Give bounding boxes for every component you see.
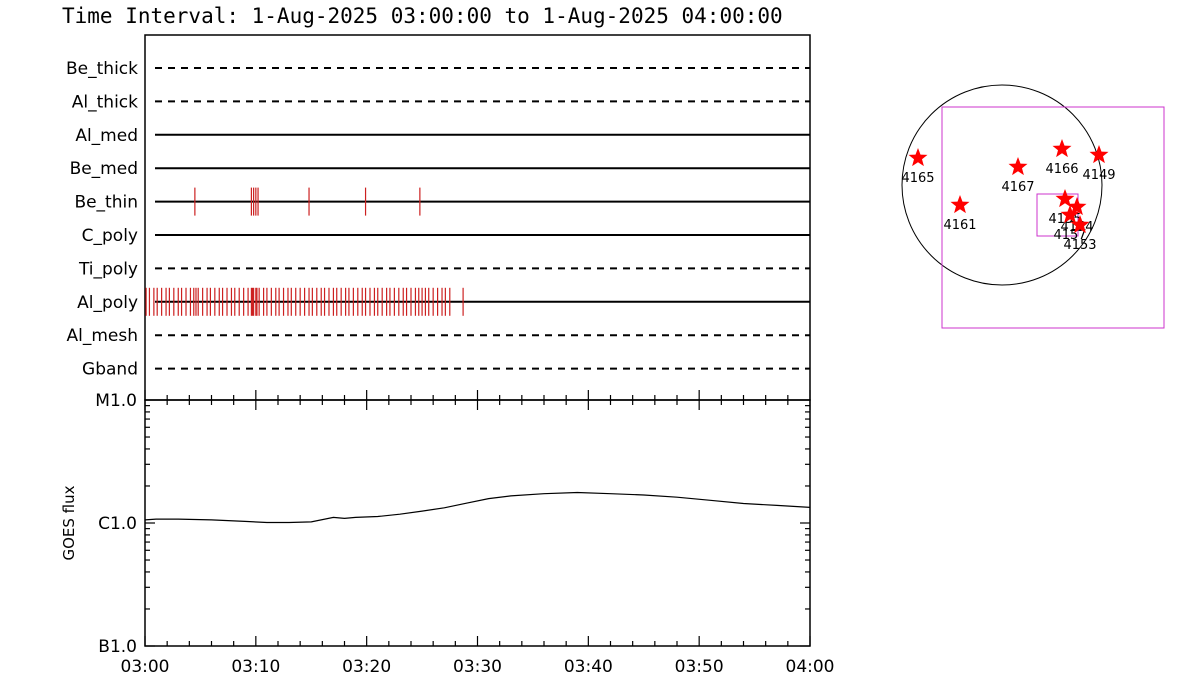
- timeline-row-label: Al_med: [75, 126, 138, 146]
- timeline-row-be-med: Be_med: [70, 159, 810, 179]
- star-icon: [1008, 157, 1028, 176]
- active-region-4161: 4161: [943, 195, 977, 233]
- timeline-row-label: Ti_poly: [78, 259, 138, 279]
- x-tick-label: 03:50: [675, 657, 724, 677]
- timeline-row-label: C_poly: [82, 226, 138, 246]
- star-icon: [1055, 189, 1075, 208]
- timeline-row-label: Gband: [82, 360, 138, 380]
- goes-flux-panel: 03:00 03:10 03:20 03:30 03:40 03:50 04:00 M1.0 C…: [60, 390, 835, 677]
- solar-limb: [901, 84, 1103, 286]
- active-region-4149: 4149: [1082, 145, 1116, 183]
- active-region-label: 4149: [1082, 168, 1115, 183]
- active-region-4167: 4167: [1001, 157, 1035, 195]
- timeline-row-al-thick: Al_thick: [72, 92, 810, 112]
- active-region-4166: 4166: [1045, 139, 1079, 177]
- figure-title: Time Interval: 1-Aug-2025 03:00:00 to 1-…: [62, 4, 783, 28]
- timeline-row-label: Be_thick: [66, 59, 138, 79]
- star-icon: [1089, 145, 1109, 164]
- star-icon: [908, 148, 928, 167]
- goes-ylabel: GOES flux: [60, 485, 78, 560]
- timeline-row-label: Be_med: [70, 159, 138, 179]
- x-tick-label: 03:10: [231, 657, 280, 677]
- active-region-4165: 4165: [901, 148, 935, 186]
- active-region-label: 4153: [1063, 238, 1096, 253]
- active-region-label: 4167: [1001, 180, 1034, 195]
- timeline-row-gband: Gband: [82, 360, 810, 380]
- timeline-row-al-poly: Al_poly: [77, 287, 810, 316]
- timeline-row-c-poly: C_poly: [82, 226, 810, 246]
- y-tick-label: B1.0: [98, 637, 137, 657]
- goes-flux-line: [144, 491, 811, 524]
- timeline-row-label: Be_thin: [74, 193, 138, 213]
- star-icon: [1070, 215, 1090, 234]
- active-region-label: 4165: [901, 171, 934, 186]
- timeline-row-be-thick: Be_thick: [66, 59, 810, 79]
- timeline-row-label: Al_poly: [77, 293, 138, 313]
- timeline-row-be-thin: Be_thin: [74, 187, 810, 216]
- active-region-label: 4161: [943, 218, 976, 233]
- star-icon: [1060, 205, 1080, 224]
- active-region-4157: 4157: [1053, 205, 1087, 243]
- x-tick-label: 04:00: [786, 657, 835, 677]
- fov-box-small: [1036, 193, 1079, 237]
- star-icon: [1052, 139, 1072, 158]
- y-tick-label: M1.0: [95, 391, 137, 411]
- timeline-row-label: Al_mesh: [66, 326, 138, 346]
- x-tick-label: 03:00: [121, 657, 170, 677]
- filter-timeline-panel: Be_thick Al_thick Al_med Be_med Be_thin C_pol…: [66, 34, 811, 401]
- timeline-row-ti-poly: Ti_poly: [78, 259, 810, 279]
- x-tick-label: 03:20: [342, 657, 391, 677]
- timeline-row-al-med: Al_med: [75, 126, 810, 146]
- fov-box: [941, 106, 1165, 329]
- active-region-label: 4166: [1045, 162, 1078, 177]
- timeline-row-label: Al_thick: [72, 92, 138, 112]
- star-icon: [1067, 197, 1087, 216]
- x-tick-label: 03:40: [564, 657, 613, 677]
- x-tick-label: 03:30: [453, 657, 502, 677]
- solar-map: 416541614167416641494155415441574153: [901, 84, 1165, 329]
- goes-frame: [144, 399, 811, 647]
- active-region-4153: 4153: [1063, 215, 1097, 253]
- timeline-row-al-mesh: Al_mesh: [66, 326, 810, 346]
- active-region-label: 4157: [1053, 228, 1086, 243]
- star-icon: [950, 195, 970, 214]
- y-tick-label: C1.0: [98, 514, 137, 534]
- timeline-frame: [144, 34, 811, 401]
